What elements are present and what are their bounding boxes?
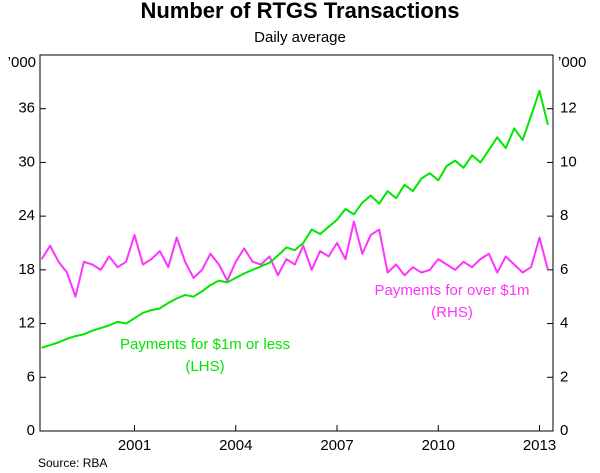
y-unit: ’000 xyxy=(8,54,36,71)
series-label: Payments for $1m or less xyxy=(120,336,290,353)
source: Source: RBA xyxy=(38,456,107,470)
x-tick-label: 2013 xyxy=(523,437,556,454)
y-tick-label: 18 xyxy=(18,261,35,278)
y2-tick-label: 0 xyxy=(560,422,568,439)
y2-tick-label: 4 xyxy=(560,315,568,332)
y-tick-label: 30 xyxy=(18,153,35,170)
y-tick-label: 24 xyxy=(18,207,35,224)
y-tick-label: 12 xyxy=(18,315,35,332)
chart-title: Number of RTGS Transactions xyxy=(140,0,459,23)
x-tick-label: 2010 xyxy=(422,437,455,454)
y2-tick-label: 10 xyxy=(560,153,577,170)
x-tick-label: 2007 xyxy=(320,437,353,454)
series-line xyxy=(41,89,549,349)
plot-frame xyxy=(39,54,554,432)
y-tick-label: 36 xyxy=(18,100,35,117)
series-axis-note: (RHS) xyxy=(431,304,473,321)
x-tick-label: 2001 xyxy=(118,437,151,454)
x-tick-label: 2004 xyxy=(219,437,252,454)
y2-tick-label: 6 xyxy=(560,261,568,278)
series-axis-note: (LHS) xyxy=(185,358,224,375)
y2-tick-label: 8 xyxy=(560,207,568,224)
y-tick-label: 6 xyxy=(27,368,35,385)
y2-unit: ’000 xyxy=(558,54,586,71)
chart-subtitle: Daily average xyxy=(254,29,346,46)
y-tick-label: 0 xyxy=(27,422,35,439)
y2-tick-label: 12 xyxy=(560,100,577,117)
series-line xyxy=(40,220,549,298)
y2-tick-label: 2 xyxy=(560,368,568,385)
series-label: Payments for over $1m xyxy=(374,282,529,299)
